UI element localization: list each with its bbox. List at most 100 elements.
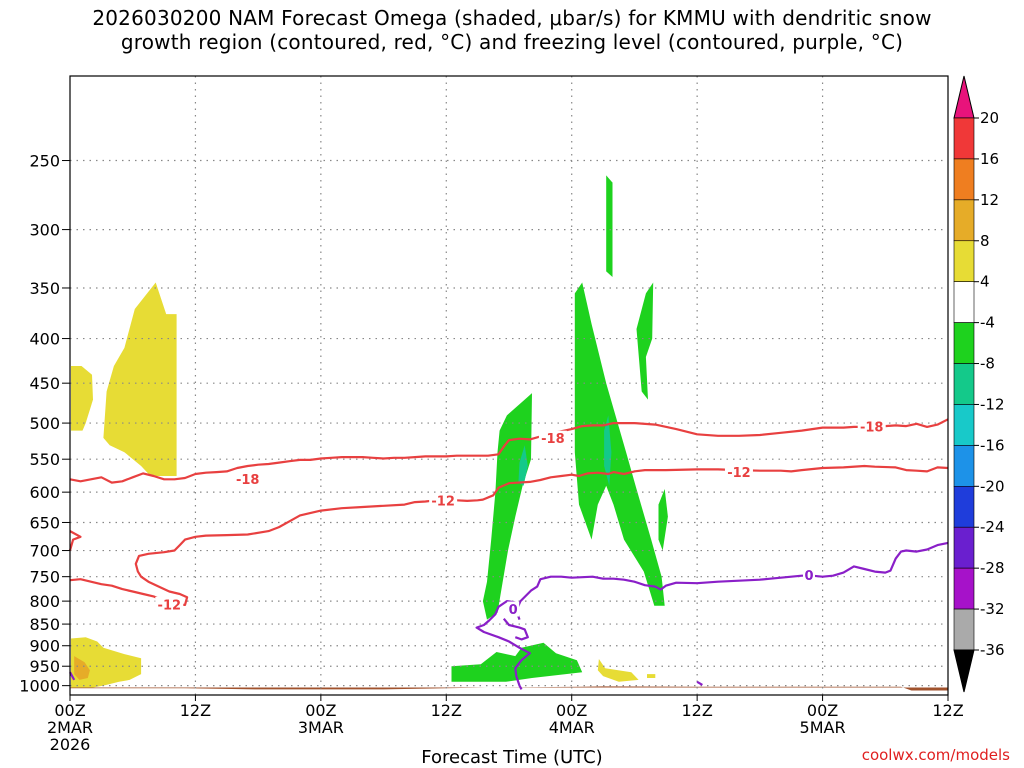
omega-region: [71, 366, 93, 431]
contour-label-bg: [507, 601, 520, 617]
colorbar-segment: [953, 240, 975, 282]
x-tick-label: 4MAR: [549, 718, 595, 737]
omega-region: [518, 445, 528, 486]
omega-region: [482, 393, 532, 620]
omega-region: [597, 659, 639, 682]
omega-region: [636, 282, 654, 400]
credit-link[interactable]: coolwx.com/models: [861, 746, 1010, 764]
colorbar-cap-bottom: [953, 649, 975, 693]
y-tick-label: 250: [29, 152, 60, 171]
contour-freezing-level: [475, 599, 532, 690]
colorbar-label: -12: [980, 395, 1005, 413]
contour-label: -18: [236, 473, 260, 488]
colorbar-label: 12: [980, 191, 999, 209]
plot-frame: [69, 75, 949, 696]
x-tick-label: 00Z: [556, 701, 587, 720]
axes-layer: 250 300 350 400 450 500 550 600 650 700 750 800 850 9…: [19, 75, 964, 754]
omega-region: [606, 175, 613, 277]
colorbar-segment: [953, 363, 975, 405]
y-tick-label: 500: [29, 414, 60, 433]
omega-shading-layer: [71, 175, 668, 688]
y-tick-label: 850: [29, 615, 60, 634]
colorbar-label: -20: [980, 477, 1005, 495]
contour-label: 0: [509, 603, 518, 618]
chart-title-line-2: growth region (contoured, red, °C) and f…: [120, 30, 904, 54]
contour-label: -12: [727, 466, 751, 481]
colorbar-segment: [953, 608, 975, 651]
omega-region: [647, 674, 656, 678]
x-tick-label: 12Z: [932, 701, 963, 720]
y-tick-label: 900: [29, 637, 60, 656]
contour-label: 0: [804, 569, 813, 584]
contour-temperature: [69, 418, 949, 484]
colorbar-segment: [953, 445, 975, 487]
y-tick-label: 400: [29, 330, 60, 349]
contour-label-bg: [857, 418, 886, 434]
colorbar-segment: [953, 117, 975, 160]
colorbar-segment: [953, 322, 975, 364]
contour-label-bg: [155, 596, 184, 612]
y-tick-label: 600: [29, 483, 60, 502]
colorbar-segment: [953, 404, 975, 446]
colorbar-label: -28: [980, 559, 1005, 577]
y-tick-label: 300: [29, 221, 60, 240]
colorbar-label: -16: [980, 436, 1005, 454]
contour-layer: -18 -18 -18 -12 -12 -12 0 0: [68, 418, 949, 690]
y-tick-label: 650: [29, 513, 60, 532]
colorbar-cap-top: [953, 75, 975, 119]
x-tick-label: 00Z: [305, 701, 336, 720]
colorbar-segment: [953, 281, 975, 323]
y-tick-label: 800: [29, 592, 60, 611]
x-tick-label: 2026: [50, 735, 91, 754]
colorbar-segment: [953, 199, 975, 242]
y-tick-label: 700: [29, 542, 60, 561]
x-tick-label: 12Z: [180, 701, 211, 720]
x-tick-label: 12Z: [681, 701, 712, 720]
x-tick-label: 5MAR: [800, 718, 846, 737]
colorbar-label: 16: [980, 150, 999, 168]
y-tick-label: 950: [29, 657, 60, 676]
contour-label: -18: [541, 432, 565, 447]
colorbar-segment: [953, 158, 975, 201]
chart-title-line-1: 2026030200 NAM Forecast Omega (shaded, μ…: [92, 6, 932, 30]
colorbar-label: -8: [980, 355, 995, 373]
contour-label-bg: [724, 464, 753, 480]
y-tick-label: 450: [29, 374, 60, 393]
chart-title: 2026030200 NAM Forecast Omega (shaded, μ…: [0, 6, 1024, 54]
colorbar-label: 20: [980, 109, 999, 127]
terrain-layer: [70, 686, 948, 691]
omega-region: [658, 489, 668, 551]
colorbar-label: -24: [980, 518, 1005, 536]
colorbar: 20 16 12 8 4 -4 -8 -12 -16 -20 -24 -28 -32 -36: [953, 75, 1005, 693]
contour-label: -12: [431, 494, 455, 509]
x-tick-label: 2MAR: [47, 718, 93, 737]
colorbar-label: -4: [980, 314, 995, 332]
omega-region: [574, 282, 665, 606]
contour-freezing-level: [696, 680, 703, 686]
colorbar-segment: [953, 486, 975, 528]
y-tick-label: 350: [29, 279, 60, 298]
y-tick-label: 550: [29, 450, 60, 469]
contour-freezing-level: [502, 617, 529, 641]
contour-label-bg: [802, 567, 815, 583]
x-tick-label: 3MAR: [298, 718, 344, 737]
x-axis-label: Forecast Time (UTC): [421, 747, 603, 768]
contour-label: -18: [860, 420, 884, 435]
x-tick-label: 12Z: [431, 701, 462, 720]
contour-label-bg: [538, 430, 567, 446]
omega-region: [103, 282, 177, 476]
contour-temperature: [68, 530, 82, 551]
omega-region: [74, 656, 90, 680]
contour-freezing-level: [69, 671, 76, 681]
omega-region: [604, 415, 612, 486]
omega-region: [451, 642, 583, 682]
contour-label: -12: [158, 598, 182, 613]
colorbar-label: 8: [980, 232, 990, 250]
terrain-fill: [70, 686, 948, 691]
colorbar-segment: [953, 526, 975, 569]
contour-label-bg: [233, 471, 262, 487]
contour-freezing-level: [515, 541, 949, 620]
colorbar-label: -36: [980, 641, 1005, 659]
y-tick-label: 1000: [19, 677, 60, 696]
